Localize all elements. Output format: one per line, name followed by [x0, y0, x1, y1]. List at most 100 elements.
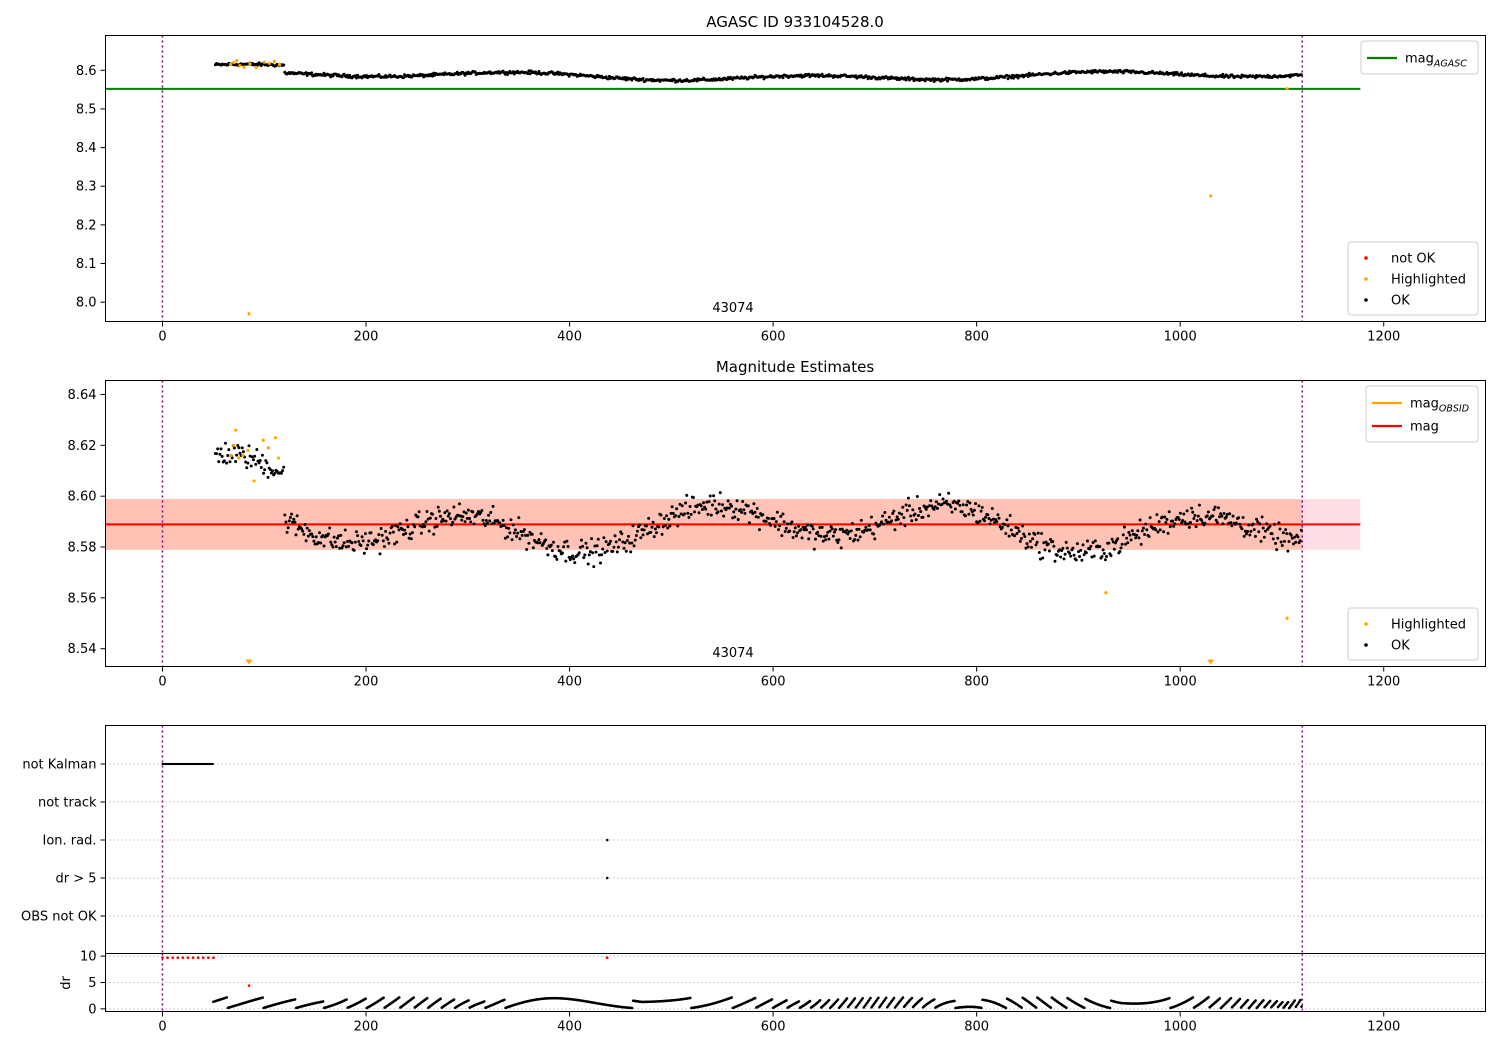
- ok-point: [980, 505, 984, 509]
- ok-point: [515, 534, 519, 538]
- ok-point: [671, 511, 675, 515]
- ok-point: [1203, 521, 1207, 525]
- dr-ok-point: [1049, 1006, 1053, 1009]
- magnitude-panel-ytick-label: 8.62: [68, 439, 97, 454]
- ok-point: [1005, 518, 1009, 522]
- magnitude-panel-ytick-label: 8.56: [68, 591, 97, 606]
- ok-point: [1244, 532, 1248, 536]
- ok-point: [1139, 542, 1143, 546]
- agasc-panel-points-legend-marker: [1364, 277, 1368, 281]
- ok-point: [778, 524, 782, 528]
- ok-point: [784, 526, 788, 530]
- ok-point: [628, 541, 632, 545]
- ok-point: [1124, 542, 1128, 546]
- ok-point: [1040, 532, 1044, 536]
- ok-point: [451, 520, 455, 524]
- ok-point: [1024, 546, 1028, 550]
- ok-point: [1110, 537, 1114, 541]
- ok-point: [361, 539, 365, 543]
- magnitude-panel-points-legend-label: OK: [1391, 639, 1410, 654]
- ok-point: [253, 454, 257, 458]
- ok-point: [717, 502, 721, 506]
- ok-point: [394, 524, 398, 528]
- ok-point: [886, 520, 890, 524]
- agasc-panel-points-legend-label: OK: [1391, 294, 1410, 309]
- ok-point: [660, 532, 664, 536]
- ok-point: [1059, 555, 1063, 559]
- ok-point: [335, 536, 339, 540]
- ok-point: [401, 76, 405, 80]
- ok-point: [500, 524, 504, 528]
- magnitude-panel-ytick-label: 8.60: [68, 490, 97, 505]
- ok-point: [794, 534, 798, 538]
- ok-point: [257, 461, 261, 465]
- ok-point: [803, 525, 807, 529]
- ok-point: [240, 446, 244, 450]
- ok-point: [380, 533, 384, 537]
- ok-point: [769, 523, 773, 527]
- ok-point: [873, 537, 877, 541]
- ok-point: [1089, 544, 1093, 548]
- ok-point: [1257, 530, 1261, 534]
- ok-point: [1186, 522, 1190, 526]
- ok-point: [880, 520, 883, 524]
- ok-point: [978, 519, 982, 523]
- ok-point: [952, 499, 956, 503]
- ok-point: [930, 504, 934, 508]
- ok-point: [464, 511, 468, 515]
- ok-point: [722, 514, 726, 518]
- ok-point: [321, 534, 325, 538]
- dr-ok-point: [439, 997, 442, 1001]
- ok-point: [1074, 558, 1078, 562]
- magnitude-panel: Magnitude Estimates 43074 0 200 400 600 800 1…: [68, 358, 1486, 690]
- ok-point: [932, 507, 936, 511]
- highlighted-point: [272, 59, 277, 63]
- ok-point: [484, 519, 488, 523]
- ok-point: [611, 549, 615, 553]
- ok-point: [526, 533, 530, 537]
- ok-point: [883, 511, 887, 515]
- ok-point: [600, 553, 604, 557]
- ok-point: [266, 475, 270, 479]
- ok-point: [473, 70, 477, 74]
- dr-ok-point: [1286, 1000, 1290, 1004]
- ok-point: [290, 512, 294, 516]
- ok-point: [546, 553, 550, 557]
- ok-point: [654, 531, 658, 535]
- ok-point: [684, 501, 688, 505]
- ok-point: [568, 558, 572, 562]
- magnitude-panel-lines-legend-label: mag: [1410, 420, 1439, 435]
- ok-point: [1163, 515, 1167, 519]
- ok-point: [839, 546, 843, 550]
- ok-point: [382, 545, 386, 549]
- ok-point: [1072, 553, 1076, 557]
- ok-point: [391, 530, 395, 534]
- dr-not-ok-point: [201, 956, 205, 960]
- ok-point: [595, 544, 599, 548]
- ok-point: [1171, 519, 1175, 523]
- magnitude-panel-points-legend-marker: [1364, 643, 1368, 647]
- ok-point: [1091, 540, 1095, 544]
- ok-point: [1093, 539, 1097, 543]
- ok-point: [603, 551, 607, 555]
- dr-ok-point: [901, 996, 905, 999]
- ok-point: [457, 502, 461, 506]
- ok-point: [1195, 519, 1199, 523]
- ok-point: [378, 552, 382, 556]
- ok-point: [929, 499, 933, 503]
- flags-panel: not Kalman not track Ion. rad. dr > 5 OBS no…: [21, 725, 1486, 954]
- ok-point: [624, 549, 628, 553]
- ok-point: [487, 513, 491, 517]
- ok-point: [800, 536, 804, 540]
- ok-point: [629, 550, 633, 554]
- dr-ok-point: [1065, 1006, 1068, 1010]
- ok-point: [1247, 523, 1251, 527]
- ok-point: [663, 523, 667, 527]
- dr-ok-point: [808, 999, 812, 1003]
- ok-point: [1218, 515, 1222, 519]
- highlighted-point: [262, 60, 266, 64]
- ok-point: [940, 503, 944, 507]
- ok-point: [447, 512, 451, 516]
- ok-point: [359, 544, 363, 548]
- ok-point: [354, 530, 358, 534]
